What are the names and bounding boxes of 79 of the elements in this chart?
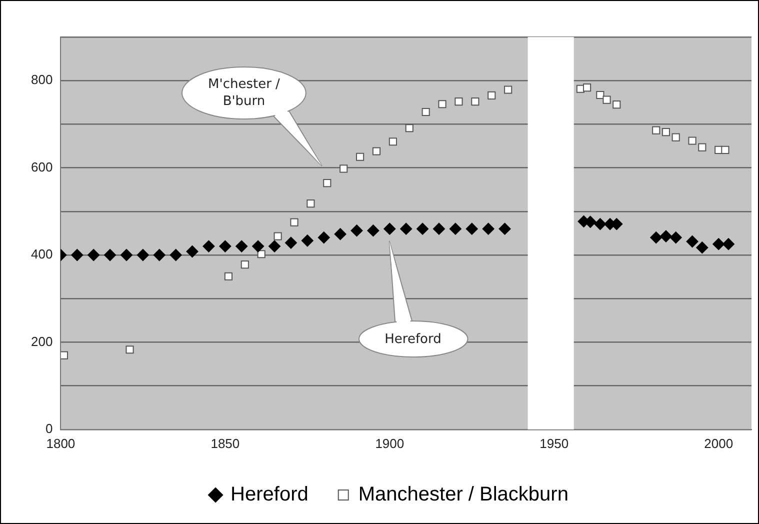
point bbox=[454, 97, 463, 106]
point bbox=[672, 133, 680, 142]
point bbox=[323, 179, 332, 188]
point bbox=[120, 249, 132, 261]
x-tick-label: 1850 bbox=[210, 436, 240, 451]
point bbox=[384, 222, 396, 235]
point bbox=[438, 100, 446, 108]
point bbox=[71, 249, 84, 261]
point bbox=[422, 108, 430, 116]
point bbox=[596, 90, 604, 100]
annotation: M'chester / B'burn bbox=[207, 76, 281, 110]
point bbox=[400, 222, 412, 235]
point bbox=[416, 222, 429, 235]
point bbox=[466, 222, 478, 235]
point bbox=[88, 249, 100, 261]
point bbox=[652, 126, 660, 134]
point bbox=[257, 250, 266, 258]
point bbox=[268, 240, 281, 252]
y-tick-label: 400 bbox=[30, 246, 53, 262]
point bbox=[224, 272, 232, 280]
annotation: Hereford bbox=[384, 330, 442, 348]
point bbox=[318, 232, 330, 244]
point bbox=[471, 97, 480, 106]
point bbox=[698, 143, 706, 152]
point bbox=[356, 152, 364, 161]
y-tick-label: 0 bbox=[45, 420, 53, 436]
point bbox=[712, 238, 725, 250]
point bbox=[274, 232, 282, 240]
point bbox=[334, 228, 346, 240]
point bbox=[284, 236, 297, 249]
point bbox=[252, 240, 264, 252]
point bbox=[186, 246, 198, 258]
point bbox=[301, 234, 314, 247]
point bbox=[670, 232, 682, 244]
x-tick-label: 1800 bbox=[46, 436, 76, 451]
point bbox=[153, 249, 166, 261]
point bbox=[367, 224, 380, 237]
point bbox=[582, 84, 592, 92]
point bbox=[432, 222, 445, 235]
point bbox=[696, 242, 708, 254]
point bbox=[721, 146, 730, 154]
point bbox=[350, 224, 363, 237]
point bbox=[722, 238, 734, 250]
point bbox=[662, 128, 670, 136]
point bbox=[405, 124, 414, 132]
point bbox=[650, 232, 662, 244]
point bbox=[290, 218, 298, 226]
point bbox=[170, 249, 182, 261]
point bbox=[504, 86, 512, 94]
point bbox=[449, 222, 462, 235]
x-tick-label: 2000 bbox=[704, 436, 734, 451]
point bbox=[488, 91, 496, 100]
point bbox=[236, 240, 248, 252]
point bbox=[660, 230, 672, 242]
point bbox=[482, 222, 494, 235]
point bbox=[686, 235, 698, 248]
point bbox=[219, 240, 232, 252]
point bbox=[602, 96, 611, 104]
point bbox=[104, 249, 116, 261]
point bbox=[126, 346, 134, 354]
point bbox=[498, 222, 511, 235]
y-tick-label: 600 bbox=[30, 159, 53, 174]
point bbox=[612, 100, 621, 109]
y-tick-label: 800 bbox=[30, 72, 53, 88]
point bbox=[60, 351, 68, 360]
point bbox=[240, 260, 249, 269]
point bbox=[372, 147, 381, 156]
point bbox=[340, 164, 348, 173]
point bbox=[688, 136, 696, 145]
x-tick-label: 1950 bbox=[540, 436, 569, 451]
point bbox=[594, 218, 606, 230]
point bbox=[388, 138, 397, 146]
legend-label: Manchester / Blackburn bbox=[358, 484, 568, 506]
y-tick-label: 200 bbox=[30, 334, 53, 349]
point bbox=[202, 240, 215, 252]
x-tick-label: 1900 bbox=[375, 436, 404, 451]
point bbox=[136, 249, 149, 261]
legend-label: Hereford bbox=[230, 484, 308, 506]
point bbox=[306, 200, 315, 208]
